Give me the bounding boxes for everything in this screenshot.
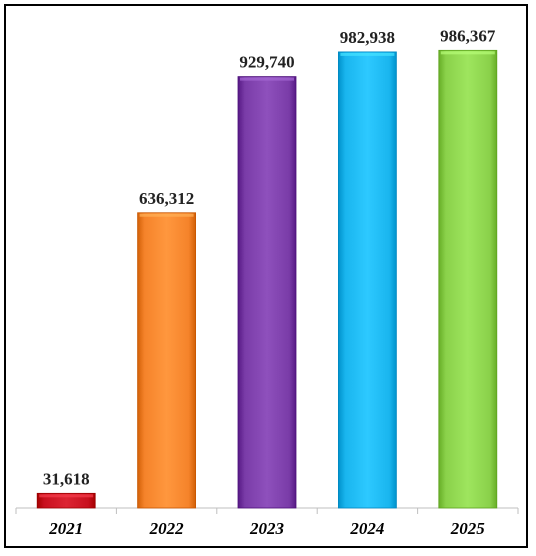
data-label-2024: 982,938 (340, 28, 395, 47)
data-label-2025: 986,367 (440, 26, 496, 45)
bar-2024 (337, 51, 397, 509)
bar-top-highlight (340, 52, 395, 56)
bar-top-highlight (440, 51, 495, 55)
x-tick-label-2025: 2025 (450, 519, 486, 538)
x-tick-label-2024: 2024 (349, 519, 384, 538)
data-label-2023: 929,740 (239, 53, 294, 72)
bar-top-highlight (39, 494, 94, 498)
bar-2022 (137, 212, 197, 509)
bar-2023 (237, 76, 297, 509)
bar-top-highlight (240, 77, 294, 81)
bar-2025 (438, 49, 498, 509)
x-tick-label-2023: 2023 (249, 519, 285, 538)
data-label-2022: 636,312 (139, 189, 194, 208)
data-label-2021: 31,618 (43, 469, 90, 488)
x-tick-label-2021: 2021 (48, 519, 83, 538)
bar-top-highlight (139, 213, 194, 217)
x-tick-label-2022: 2022 (149, 519, 185, 538)
